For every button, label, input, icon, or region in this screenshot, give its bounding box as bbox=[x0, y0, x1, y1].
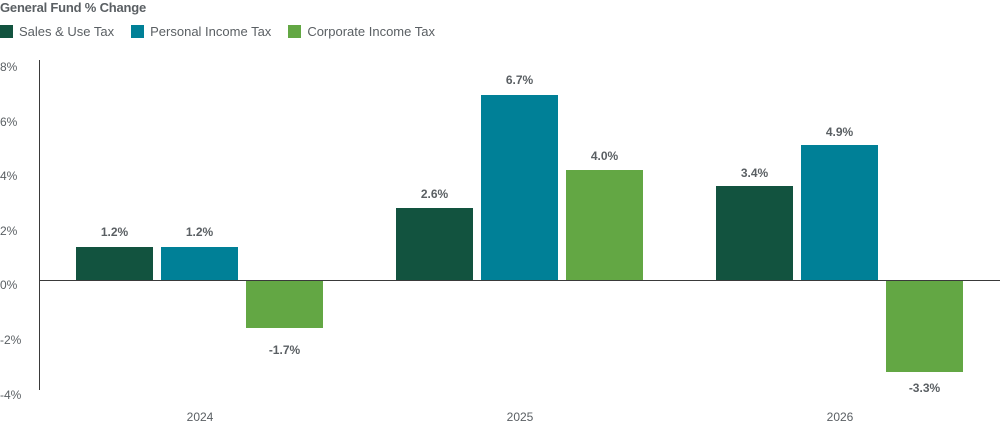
legend-item-personal-income-tax: Personal Income Tax bbox=[131, 24, 271, 39]
value-label: 3.4% bbox=[740, 166, 769, 180]
x-tick-label: 2025 bbox=[506, 410, 534, 424]
legend-label: Corporate Income Tax bbox=[307, 24, 435, 39]
legend-swatch-sales-use-tax bbox=[0, 25, 13, 38]
y-tick-label: 0% bbox=[0, 278, 18, 292]
bar-2025-corporate-income-tax bbox=[566, 170, 643, 280]
value-label: 4.0% bbox=[590, 149, 619, 163]
x-tick-label: 2026 bbox=[826, 410, 854, 424]
y-axis-line bbox=[39, 60, 40, 390]
zero-baseline bbox=[39, 280, 1000, 281]
bar-2024-personal-income-tax bbox=[161, 247, 238, 280]
legend-swatch-personal-income-tax bbox=[131, 25, 145, 38]
value-label: 4.9% bbox=[825, 125, 854, 139]
bar-2025-sales-use-tax bbox=[396, 208, 473, 280]
value-label: -1.7% bbox=[268, 343, 301, 357]
legend-label: Sales & Use Tax bbox=[19, 24, 115, 39]
y-tick-label: 8% bbox=[0, 60, 18, 74]
bar-2026-sales-use-tax bbox=[716, 186, 793, 280]
value-label: 1.2% bbox=[185, 225, 214, 239]
bar-2026-corporate-income-tax bbox=[886, 281, 963, 372]
y-tick-label: 4% bbox=[0, 169, 18, 183]
legend-label: Personal Income Tax bbox=[150, 24, 272, 39]
legend-item-sales-use-tax: Sales & Use Tax bbox=[0, 24, 114, 39]
value-label: 2.6% bbox=[420, 187, 449, 201]
bar-2024-sales-use-tax bbox=[76, 247, 153, 280]
y-tick-label: -4% bbox=[0, 388, 22, 402]
value-label: 1.2% bbox=[100, 225, 129, 239]
legend: Sales & Use Tax Personal Income Tax Corp… bbox=[0, 24, 452, 39]
value-label: -3.3% bbox=[908, 381, 941, 395]
legend-item-corporate-income-tax: Corporate Income Tax bbox=[288, 24, 435, 39]
bar-2025-personal-income-tax bbox=[481, 95, 558, 280]
value-label: 6.7% bbox=[505, 73, 534, 87]
bar-2024-corporate-income-tax bbox=[246, 281, 323, 328]
chart-title: General Fund % Change bbox=[0, 0, 147, 15]
bar-2026-personal-income-tax bbox=[801, 145, 878, 280]
y-tick-label: 2% bbox=[0, 224, 18, 238]
y-tick-label: 6% bbox=[0, 115, 18, 129]
x-tick-label: 2024 bbox=[186, 410, 214, 424]
y-tick-label: -2% bbox=[0, 333, 22, 347]
legend-swatch-corporate-income-tax bbox=[288, 25, 302, 38]
